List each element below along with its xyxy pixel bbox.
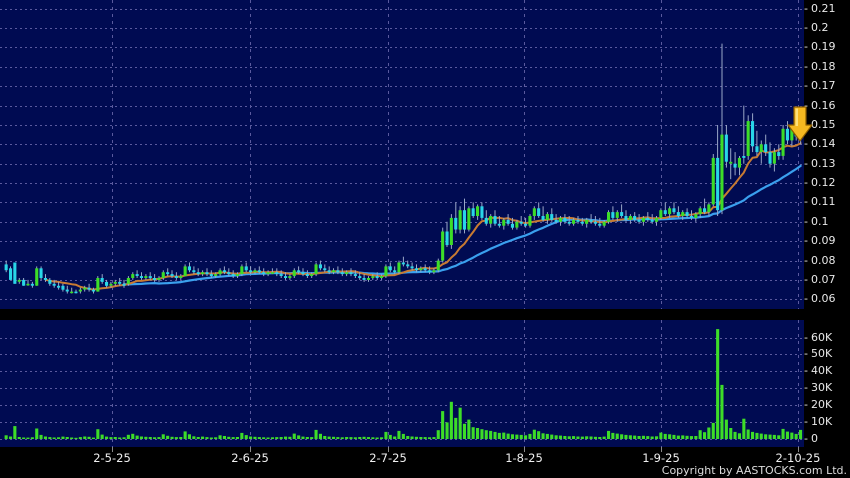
tick-dash: - [804,415,808,429]
tick-dash: - [804,176,808,190]
x-axis-tick-mark [250,447,251,452]
tick-value: 0.19 [811,40,836,54]
tick-dash: - [804,381,808,395]
tick-dash: - [804,253,808,267]
axis-tick-label: -0.06 [804,293,836,305]
axis-tick-label: -0.09 [804,235,836,247]
axis-tick-label: -0.18 [804,59,836,73]
tick-dash: - [804,137,808,151]
axis-tick-label: -0.12 [804,177,836,189]
axis-tick-label: -0.14 [804,138,836,150]
tick-value: 0.15 [811,117,836,131]
x-axis-tick-label: 2-5-25 [93,451,131,465]
tick-dash: - [804,21,808,35]
tick-dash: - [804,40,808,54]
tick-value: 30K [811,381,833,395]
axis-tick-label: -0.19 [804,41,836,53]
x-axis-labels: Copyright by AASTOCKS.com Ltd. 2-5-25 2-6… [0,447,850,478]
tick-value: 0.18 [811,59,836,73]
tick-value: 40K [811,364,833,378]
tick-dash: - [804,195,808,209]
tick-value: 0.12 [811,176,836,190]
tick-dash: - [804,79,808,93]
axis-tick-label: -10K [804,416,832,428]
tick-value: 0.13 [811,156,836,170]
tick-dash: - [804,347,808,361]
axis-tick-label: -0.07 [804,272,836,286]
x-axis-tick-label: 1-9-25 [642,451,680,465]
axis-tick-label: -60K [804,330,833,344]
tick-value: 60K [811,330,833,344]
tick-dash: - [804,98,808,112]
axis-tick-label: -0.11 [804,196,836,208]
x-axis-tick-mark [112,447,113,452]
tick-value: 0.14 [811,137,836,151]
axis-tick-label: -0.08 [804,253,836,267]
axis-tick-label: -0.16 [804,98,836,112]
x-axis-tick-mark [388,447,389,452]
axis-tick-label: -0.13 [804,156,836,170]
x-axis-tick-mark [524,447,525,452]
price-chart-panel[interactable] [0,0,804,309]
tick-value: 0.16 [811,98,836,112]
x-axis-tick-mark [661,447,662,452]
tick-dash: - [804,272,808,286]
axis-tick-label: -0.1 [804,214,829,228]
tick-value: 0.2 [811,21,829,35]
x-axis-tick-mark [798,447,799,452]
axis-tick-label: -0.21 [804,1,836,15]
tick-value: 0.1 [811,214,829,228]
tick-value: 0.08 [811,253,836,267]
axis-tick-label: -20K [804,399,832,411]
tick-dash: - [804,59,808,73]
volume-chart-canvas[interactable] [0,320,804,447]
axis-tick-label: -0.17 [804,80,836,92]
x-axis-tick-label: 2-7-25 [369,451,407,465]
axis-tick-label: -30K [804,382,832,394]
tick-dash: - [804,364,808,378]
tick-dash: - [804,432,808,445]
tick-dash: - [804,398,808,412]
axis-tick-label: -40K [804,365,832,377]
tick-dash: - [804,234,808,248]
tick-dash: - [804,214,808,228]
tick-value: 0.06 [811,292,836,306]
tick-value: 50K [811,347,833,361]
price-chart-canvas[interactable] [0,0,804,309]
tick-value: 10K [811,415,833,429]
axis-tick-label: -0 [804,433,818,445]
axis-tick-label: -50K [804,348,832,360]
copyright-text: Copyright by AASTOCKS.com Ltd. [661,464,847,477]
tick-value: 0.07 [811,272,836,286]
x-axis-tick-label: 1-8-25 [505,451,543,465]
tick-value: 0.17 [811,79,836,93]
axis-tick-label: -0.2 [804,22,829,34]
volume-axis: -60K -50K -40K -30K -20K -10K -0 [804,320,850,447]
volume-chart-panel[interactable] [0,320,804,447]
tick-dash: - [804,292,808,306]
tick-dash: - [804,330,808,344]
x-axis-tick-label: 2-10-25 [775,451,821,465]
tick-value: 0.09 [811,234,836,248]
tick-dash: - [804,156,808,170]
last-price-arrow-icon [787,106,813,142]
tick-dash: - [804,1,808,15]
tick-value: 0 [811,432,818,445]
price-axis: -0.21-0.2-0.19-0.18-0.17-0.16-0.15-0.14-… [804,0,850,309]
tick-value: 0.11 [811,195,836,209]
tick-value: 0.21 [811,1,836,15]
tick-value: 20K [811,398,833,412]
x-axis-tick-label: 2-6-25 [231,451,269,465]
